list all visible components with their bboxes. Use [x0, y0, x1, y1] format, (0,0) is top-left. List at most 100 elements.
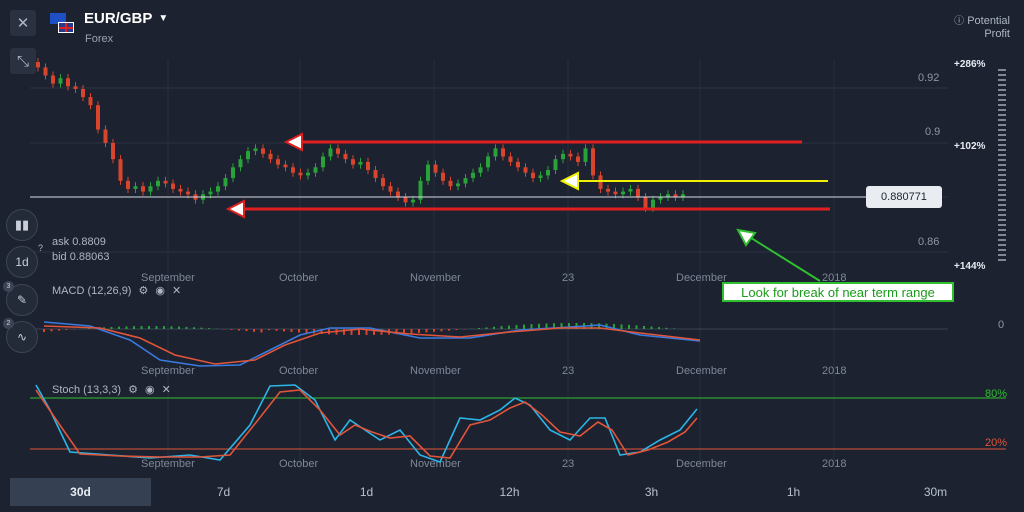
candle [66, 78, 70, 87]
time-axis-label: September [141, 365, 195, 377]
time-axis-label: October [279, 365, 318, 377]
timeframe-30m[interactable]: 30m [923, 485, 948, 499]
candle [651, 199, 655, 208]
candle [418, 180, 423, 200]
chevron-down-icon: ▼ [158, 13, 169, 24]
candle [471, 172, 475, 179]
stoch-upper-label: 80% [985, 388, 1008, 400]
stoch-d-line [35, 389, 698, 459]
candle [246, 151, 250, 160]
candle [238, 159, 243, 168]
candle [276, 159, 280, 165]
time-axis-label: 2018 [822, 272, 846, 284]
eye-icon[interactable]: ◉ [155, 285, 165, 297]
candle [411, 199, 415, 203]
time-axis-label: September [141, 272, 195, 284]
candle [156, 180, 160, 187]
timeframe-30d[interactable]: 30d [10, 478, 151, 506]
profit-scale-bottom: +144% [954, 261, 986, 272]
candle [133, 186, 138, 189]
price-tick: 0.86 [918, 236, 940, 248]
candle [373, 170, 378, 179]
indicators-count-badge: 2 [3, 318, 14, 329]
candle [306, 172, 310, 176]
candle [51, 75, 55, 84]
candle [313, 167, 318, 173]
price-tick: 0.9 [925, 126, 941, 138]
ask-label: ask [52, 236, 70, 248]
timeframe-7d[interactable]: 7d [216, 485, 231, 499]
arrow-left-icon [283, 132, 303, 152]
candle [636, 188, 640, 197]
candle [291, 167, 295, 173]
eye-icon[interactable]: ◉ [144, 384, 155, 396]
candle [261, 148, 265, 154]
timeframe-1d[interactable]: 1d [359, 485, 374, 499]
bid-label: bid [52, 251, 67, 263]
asset-category: Forex [85, 33, 114, 45]
candle [298, 172, 303, 176]
timeframe-12h[interactable]: 12h [499, 485, 520, 499]
timeframe-3h[interactable]: 3h [644, 485, 659, 499]
drawing-icon: ✎ [16, 293, 28, 307]
candle [96, 105, 100, 130]
bid-value: 0.88063 [69, 251, 110, 263]
timeframe-button[interactable]: 1d [6, 246, 38, 278]
time-axis-label: 23 [562, 458, 574, 470]
gear-icon[interactable]: ⚙ [128, 384, 138, 396]
candle [613, 191, 618, 195]
candle [403, 197, 408, 203]
annotation-callout: Look for break of near term range [722, 282, 954, 302]
candle [388, 186, 393, 192]
close-icon[interactable]: ✕ [171, 285, 182, 297]
candle [381, 178, 385, 187]
chart-type-button[interactable]: ▮▮ [6, 209, 38, 241]
candle [118, 159, 123, 181]
candle [448, 180, 453, 187]
drawing-tools-button[interactable]: ✎ 3 [3, 281, 38, 316]
candle [538, 175, 543, 179]
collapse-icon[interactable]: ⤡ [10, 48, 36, 74]
arrow-left-icon [225, 199, 245, 219]
candle [126, 180, 130, 189]
candle [103, 129, 108, 143]
candle [253, 148, 258, 152]
time-axis-label: 2018 [822, 365, 846, 377]
candle [493, 148, 498, 157]
stoch-indicator-label: Stoch (13,3,3) ⚙ ◉ ✕ [52, 383, 171, 397]
time-axis-label: 23 [562, 365, 574, 377]
ask-value: 0.8809 [72, 236, 106, 248]
candle [561, 153, 565, 160]
candle [523, 167, 528, 173]
candle [336, 148, 340, 154]
candle [223, 178, 228, 187]
candle [643, 197, 648, 208]
candle [426, 164, 430, 181]
macd-zero-label: 0 [998, 319, 1005, 331]
info-icon: ⓘ [954, 16, 965, 27]
timeframe-1h[interactable]: 1h [786, 485, 801, 499]
asset-selector[interactable]: EUR/GBP ▼ [84, 10, 168, 27]
candle [358, 161, 363, 165]
pair-name: EUR/GBP [84, 10, 153, 27]
time-axis-label: 2018 [822, 458, 846, 470]
close-icon[interactable]: ✕ [10, 10, 36, 36]
candle [396, 191, 400, 197]
stoch-k-line [35, 384, 698, 463]
gear-icon[interactable]: ⚙ [138, 285, 149, 297]
potential-profit-label: ⓘ Potential Profit [954, 15, 1010, 40]
quote-panel: ask 0.8809 bid 0.88063 [52, 235, 110, 265]
candle [508, 156, 513, 162]
candle [366, 161, 370, 170]
candle [441, 172, 445, 181]
indicators-button[interactable]: ∿ 2 [3, 318, 38, 353]
close-icon[interactable]: ✕ [161, 384, 171, 396]
candle [568, 153, 573, 157]
candle [283, 164, 288, 168]
candle [666, 194, 670, 197]
candle [43, 67, 48, 76]
candle [628, 188, 633, 192]
candle [486, 156, 490, 168]
help-icon[interactable]: ? [38, 243, 44, 253]
